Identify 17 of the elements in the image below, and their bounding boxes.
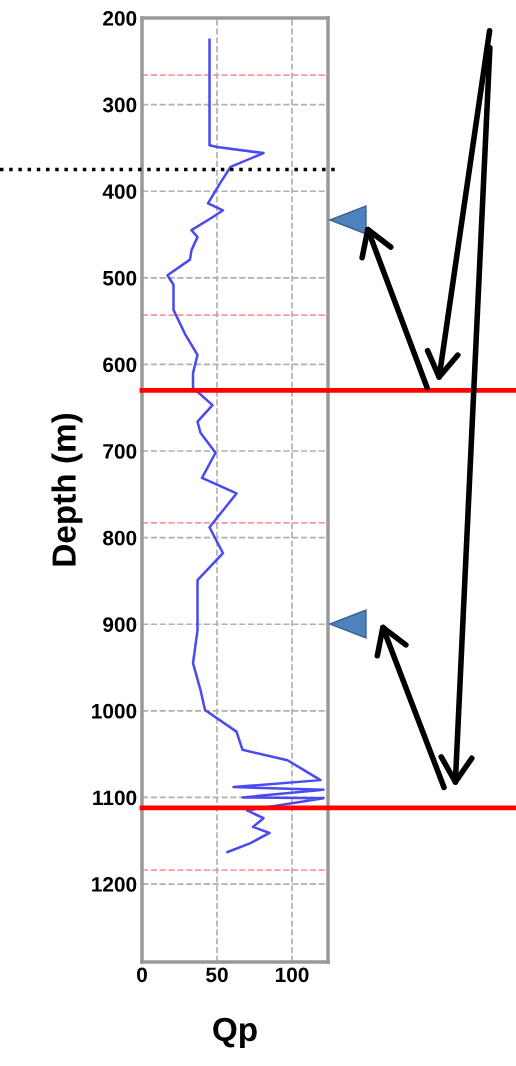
y-tick-label: 900	[103, 617, 137, 632]
x-tick-label: 100	[275, 967, 309, 983]
y-axis-title: Depth (m)	[51, 413, 83, 566]
y-tick-label: 1100	[93, 790, 137, 806]
y-tick-label: 500	[103, 270, 137, 286]
y-tick-label: 600	[103, 357, 137, 373]
line-series	[166, 38, 325, 854]
y-tick-label: 300	[102, 97, 137, 113]
x-axis-title: Qp	[213, 1017, 257, 1048]
y-tick-label: 1000	[92, 703, 137, 719]
y-tick-label: 800	[103, 530, 137, 546]
x-tick-label: 50	[206, 967, 228, 983]
y-tick-label: 1200	[92, 877, 137, 892]
x-tick-label: 0	[137, 967, 147, 983]
y-tick-label: 700	[103, 444, 137, 459]
y-tick-label: 400	[102, 184, 137, 199]
y-tick-label: 200	[103, 11, 137, 26]
